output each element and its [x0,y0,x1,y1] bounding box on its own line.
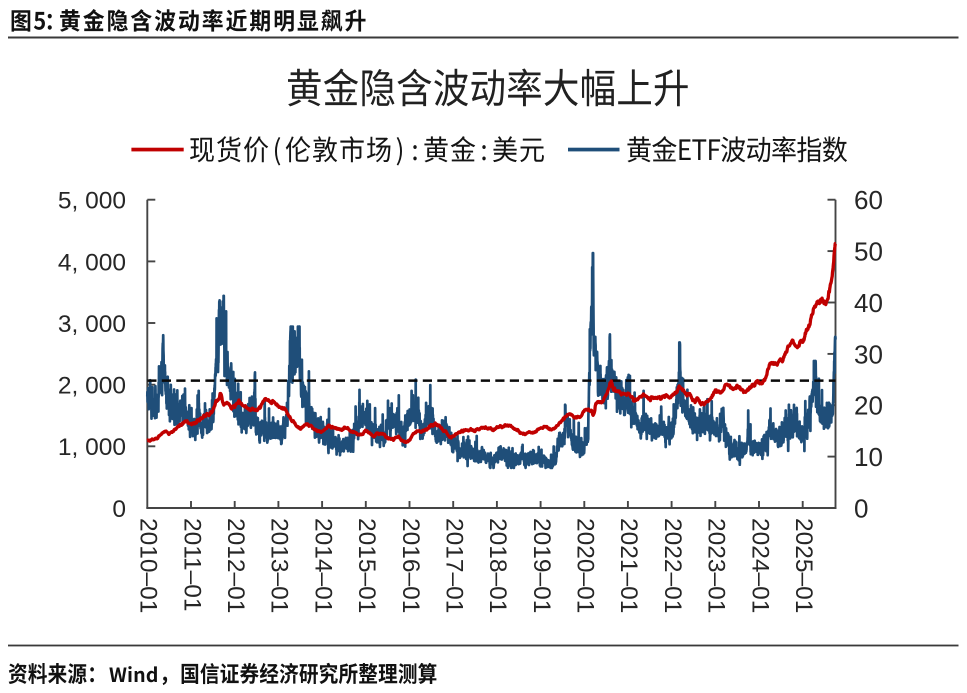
svg-text:2023–01: 2023–01 [703,518,730,613]
svg-text:20: 20 [854,391,883,421]
svg-text:1, 000: 1, 000 [58,434,126,461]
svg-text:2024–01: 2024–01 [746,518,773,613]
svg-text:2017–01: 2017–01 [441,518,468,613]
svg-text:2015–01: 2015–01 [353,518,380,613]
svg-text:4, 000: 4, 000 [58,249,126,276]
svg-text:10: 10 [854,442,883,472]
svg-text:40: 40 [854,288,883,318]
svg-text:50: 50 [854,237,883,267]
svg-text:30: 30 [854,339,883,369]
svg-text:0: 0 [112,496,126,523]
svg-text:2011–01: 2011–01 [178,518,205,612]
svg-text:2021–01: 2021–01 [615,518,642,613]
svg-text:2010–01: 2010–01 [135,518,162,613]
svg-text:2013–01: 2013–01 [266,518,293,613]
svg-text:2019–01: 2019–01 [528,518,555,613]
svg-text:5, 000: 5, 000 [58,188,126,215]
svg-text:0: 0 [854,494,868,524]
svg-text:2, 000: 2, 000 [58,373,126,400]
svg-text:2012–01: 2012–01 [222,518,249,613]
svg-text:3, 000: 3, 000 [58,311,126,338]
svg-text:2018–01: 2018–01 [484,518,511,613]
svg-text:2014–01: 2014–01 [309,518,336,613]
svg-text:60: 60 [854,185,883,215]
svg-text:2025–01: 2025–01 [790,518,817,613]
svg-text:2020–01: 2020–01 [572,518,599,613]
svg-text:2016–01: 2016–01 [397,518,424,613]
svg-text:2022–01: 2022–01 [659,518,686,613]
